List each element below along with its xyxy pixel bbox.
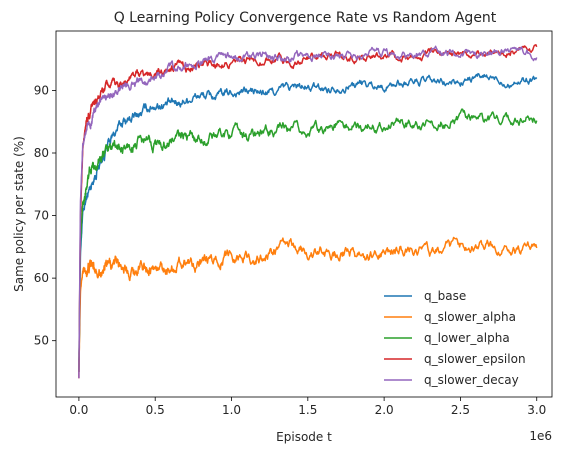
y-tick-label: 80: [34, 146, 49, 160]
x-axis-title: Episode t: [276, 430, 332, 444]
legend-label: q_slower_epsilon: [424, 352, 526, 366]
x-axis-offset-label: 1e6: [529, 429, 552, 443]
legend-label: q_base: [424, 289, 466, 303]
x-tick-label: 0.5: [146, 403, 165, 417]
x-tick-label: 0.0: [69, 403, 88, 417]
legend: q_base q_slower_alpha q_lower_alpha q_slowe…: [372, 280, 545, 392]
y-ticks: 50 60 70 80 90: [34, 83, 56, 347]
y-tick-label: 50: [34, 334, 49, 348]
chart-title: Q Learning Policy Convergence Rate vs Ra…: [114, 10, 497, 26]
x-ticks: 0.0 0.5 1.0 1.5 2.0 2.5 3.0: [69, 397, 546, 417]
x-tick-label: 1.0: [222, 403, 241, 417]
x-tick-label: 3.0: [527, 403, 546, 417]
y-tick-label: 60: [34, 271, 49, 285]
legend-label: q_lower_alpha: [424, 331, 510, 345]
x-tick-label: 2.0: [375, 403, 394, 417]
legend-label: q_slower_decay: [424, 373, 519, 387]
y-axis-title: Same policy per state (%): [12, 136, 26, 292]
x-tick-label: 2.5: [451, 403, 470, 417]
y-tick-label: 90: [34, 83, 49, 97]
legend-label: q_slower_alpha: [424, 310, 516, 324]
y-tick-label: 70: [34, 209, 49, 223]
x-tick-label: 1.5: [298, 403, 317, 417]
